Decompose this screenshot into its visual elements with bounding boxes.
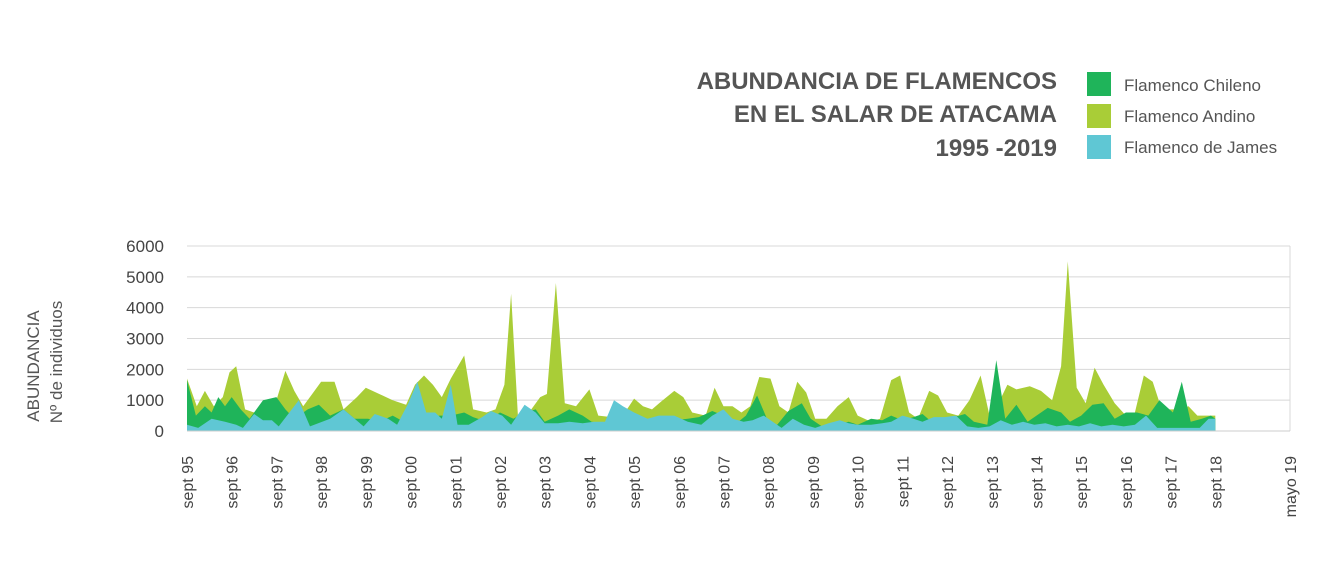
x-tick-label: sept 18: [1208, 456, 1225, 509]
x-tick-label: sept 16: [1119, 456, 1136, 509]
chart-title-line-3: 1995 -2019: [936, 135, 1057, 162]
legend: Flamenco Chileno Flamenco Andino Flamenc…: [1087, 72, 1277, 159]
x-tick-label: sept 99: [359, 456, 376, 509]
y-tick-label: 2000: [126, 360, 164, 379]
x-tick-label: sept 14: [1030, 456, 1047, 509]
legend-label-andino: Flamenco Andino: [1124, 107, 1255, 126]
x-tick-label: mayo 19: [1283, 456, 1300, 517]
chart-title-line-1: ABUNDANCIA DE FLAMENCOS: [697, 68, 1057, 95]
x-tick-label: sept 17: [1164, 456, 1181, 509]
x-tick-label: sept 08: [761, 456, 778, 509]
x-tick-label: sept 97: [269, 456, 286, 509]
x-tick-label: sept 00: [404, 456, 421, 509]
y-tick-label: 3000: [126, 330, 164, 349]
area-series-flamenco-de-james: [187, 381, 1216, 431]
area-series-flamenco-andino: [187, 261, 1216, 431]
x-tick-label: sept 98: [314, 456, 331, 509]
y-axis-title-line-2: Nº de individuos: [47, 301, 66, 423]
x-tick-label: sept 13: [985, 456, 1002, 509]
x-tick-label: sept 03: [538, 456, 555, 509]
x-tick-label: sept 15: [1074, 456, 1091, 509]
legend-swatch-andino: [1087, 104, 1111, 128]
y-tick-label: 0: [155, 422, 164, 441]
y-tick-label: 6000: [126, 237, 164, 256]
x-tick-label: sept 95: [180, 456, 197, 509]
chart-title: ABUNDANCIA DE FLAMENCOS EN EL SALAR DE A…: [697, 68, 1057, 162]
plot-area: [187, 261, 1290, 432]
y-tick-label: 1000: [126, 391, 164, 410]
legend-swatch-james: [1087, 135, 1111, 159]
y-axis-title-line-1: ABUNDANCIA: [24, 310, 43, 422]
legend-label-chileno: Flamenco Chileno: [1124, 76, 1261, 95]
x-tick-label: sept 01: [448, 456, 465, 509]
y-axis-title: ABUNDANCIA Nº de individuos: [24, 301, 66, 423]
y-tick-label: 4000: [126, 299, 164, 318]
chart-title-line-2: EN EL SALAR DE ATACAMA: [734, 101, 1057, 128]
x-tick-label: sept 12: [940, 456, 957, 509]
x-tick-label: sept 06: [672, 456, 689, 509]
legend-label-james: Flamenco de James: [1124, 138, 1277, 157]
y-tick-label: 5000: [126, 268, 164, 287]
x-tick-label: sept 02: [493, 456, 510, 509]
x-tick-label: sept 07: [717, 456, 734, 509]
x-tick-label: sept 09: [806, 456, 823, 509]
x-axis: sept 95 sept 96 sept 97 sept 98 sept 99 sept …: [180, 456, 1300, 517]
x-tick-label: sept 05: [627, 456, 644, 509]
x-tick-label: sept 96: [225, 456, 242, 509]
x-tick-label: sept 04: [582, 456, 599, 509]
y-axis: 0 1000 2000 3000 4000 5000 6000: [126, 237, 164, 441]
x-tick-label: sept 10: [851, 456, 868, 509]
legend-swatch-chileno: [1087, 72, 1111, 96]
x-tick-label: sept 11: [895, 456, 912, 507]
